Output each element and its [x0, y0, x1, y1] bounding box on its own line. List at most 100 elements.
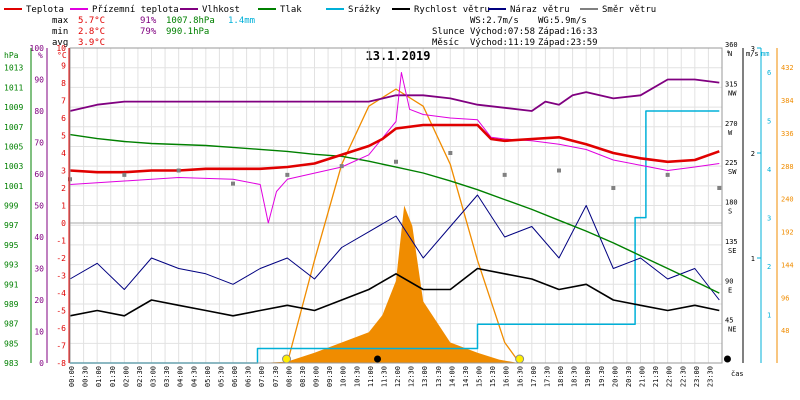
wind-dir-point [122, 172, 127, 177]
rad-tick-7: 96 [781, 294, 789, 302]
temp-tick-0: 10 [56, 44, 66, 53]
temp-tick-6: 4 [61, 149, 66, 158]
rad-tick-0: 432 [781, 64, 794, 72]
mm-tick-0: 6 [767, 69, 771, 77]
x-tick-8: 04:00 [177, 366, 185, 387]
x-tick-7: 03:30 [163, 366, 171, 387]
hpa-tick-12: 989 [4, 300, 19, 309]
temp-tick-15: -5 [56, 307, 66, 316]
wind-dir-point [717, 186, 722, 190]
right-axes: ° m/s mm360N315NW270W225SW180S135SE90E45NE… [725, 41, 794, 364]
stats-hum-0: 91% [140, 16, 157, 26]
stats-press-0: 1007.8hPa [166, 16, 215, 26]
x-tick-40: 20:00 [611, 366, 619, 387]
moon-label: Měsíc [432, 38, 459, 48]
chart-title: 13.1.2019 [365, 49, 430, 63]
legend-label-0: Teplota [26, 5, 64, 15]
mm-tick-1: 5 [767, 118, 771, 126]
hpa-tick-4: 1005 [4, 142, 23, 151]
x-axis: 00:00 00:30 01:00 01:30 02:00 02:30 03:00 03:30… [68, 366, 744, 387]
pct-tick-9: 10 [34, 328, 44, 337]
x-tick-35: 17:30 [543, 366, 551, 387]
x-tick-22: 11:00 [367, 366, 375, 387]
dir-tick-0: 360 [725, 41, 738, 49]
dir-name-0: N [728, 50, 732, 58]
hpa-tick-9: 995 [4, 241, 19, 250]
pct-tick-3: 70 [34, 139, 44, 148]
x-tick-11: 05:30 [217, 366, 225, 387]
hpa-tick-0: 1013 [4, 64, 23, 73]
solar-max-curve [286, 88, 521, 364]
dir-name-1: NW [728, 89, 737, 97]
dir-name-3: SW [728, 168, 737, 176]
stats-temp-0: 5.7°C [78, 16, 105, 26]
x-tick-45: 22:30 [679, 366, 687, 387]
hpa-tick-11: 991 [4, 280, 19, 289]
x-tick-31: 15:30 [489, 366, 497, 387]
x-tick-29: 14:30 [462, 366, 470, 387]
sun-label: Slunce [432, 27, 465, 37]
x-tick-20: 10:00 [340, 366, 348, 387]
x-tick-27: 13:30 [435, 366, 443, 387]
stats-hum-1: 79% [140, 27, 157, 37]
x-tick-12: 06:00 [231, 366, 239, 387]
series-přízemní-teplota [69, 72, 720, 224]
pct-tick-7: 30 [34, 265, 44, 274]
ms-tick-0: 3 [751, 45, 755, 53]
x-tick-9: 04:30 [190, 366, 198, 387]
left-axes: hPa% °C1013101110091007100510031001999997… [4, 44, 70, 368]
legend-label-5: Rychlost větru [414, 5, 490, 15]
hpa-tick-6: 1001 [4, 182, 23, 191]
dir-tick-2: 270 [725, 120, 738, 128]
pct-tick-5: 50 [34, 202, 44, 211]
legend-label-1: Přízemní teplota [92, 5, 179, 15]
dir-name-5: SE [728, 247, 736, 255]
mm-tick-3: 3 [767, 215, 771, 223]
x-tick-17: 08:30 [299, 366, 307, 387]
moon-set: Západ:23:59 [538, 38, 598, 48]
ms-tick-2: 1 [751, 255, 755, 263]
dir-unit: ° [726, 50, 730, 58]
x-tick-18: 09:00 [313, 366, 321, 387]
x-tick-15: 07:30 [272, 366, 280, 387]
wind-dir-point [285, 172, 290, 177]
x-tick-39: 19:30 [598, 366, 606, 387]
stats-press-1: 990.1hPa [166, 27, 209, 37]
wind-ws: WS:2.7m/s [470, 16, 519, 26]
pct-tick-4: 60 [34, 170, 44, 179]
mm-tick-2: 4 [767, 166, 771, 174]
x-tick-13: 06:30 [245, 366, 253, 387]
rad-tick-3: 288 [781, 163, 794, 171]
x-tick-44: 22:00 [666, 366, 674, 387]
x-tick-26: 13:00 [421, 366, 429, 387]
series-teplota [69, 123, 720, 174]
sunset-marker [515, 354, 525, 364]
hpa-tick-8: 997 [4, 221, 19, 230]
dir-name-4: S [728, 208, 732, 216]
dir-tick-1: 315 [725, 80, 738, 88]
wind-wg: WG:5.9m/s [538, 16, 587, 26]
temp-tick-9: 1 [61, 202, 66, 211]
mm-unit: mm [761, 50, 769, 58]
stats-temp-1: 2.8°C [78, 27, 105, 37]
x-tick-5: 02:30 [136, 366, 144, 387]
x-tick-23: 11:30 [380, 366, 388, 387]
temp-tick-3: 7 [61, 97, 66, 106]
x-tick-43: 21:30 [652, 366, 660, 387]
hpa-tick-14: 985 [4, 339, 19, 348]
hpa-tick-2: 1009 [4, 103, 23, 112]
temp-tick-8: 2 [61, 184, 66, 193]
temp-tick-7: 3 [61, 167, 66, 176]
x-tick-6: 03:00 [150, 366, 158, 387]
x-tick-37: 18:30 [571, 366, 579, 387]
pct-tick-2: 80 [34, 107, 44, 116]
wind-dir-point [448, 151, 453, 155]
pct-unit: % [38, 51, 43, 60]
temp-tick-17: -7 [56, 342, 66, 351]
stats-block: max 5.7°C 91% 1007.8hPa 1.4mm min 2.8°C 79% 990.… [52, 16, 598, 48]
hpa-tick-7: 999 [4, 202, 19, 211]
dir-tick-8: 0 [725, 356, 729, 364]
moon-rise: Východ:11:19 [470, 38, 535, 48]
temp-tick-1: 9 [61, 62, 66, 71]
